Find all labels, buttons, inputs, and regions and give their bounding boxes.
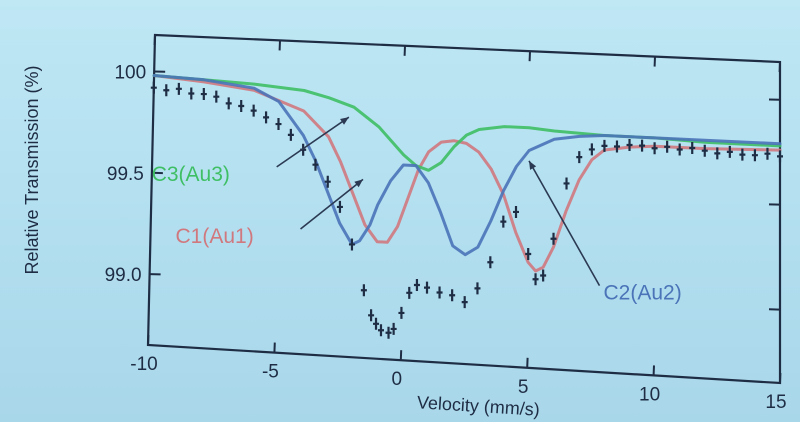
data-point (474, 282, 481, 295)
fit-curve-c3-au3 (152, 74, 782, 172)
data-point (651, 142, 658, 155)
data-point (532, 273, 539, 286)
annotation-c2-au2: C2(Au2) (603, 282, 681, 305)
data-point (550, 232, 557, 245)
data-point (777, 150, 783, 163)
data-point (576, 151, 583, 164)
plot-frame (146, 33, 782, 385)
data-point (200, 88, 207, 101)
data-point (385, 326, 392, 339)
data-point (563, 177, 570, 190)
data-point (287, 128, 294, 141)
data-point (175, 82, 182, 95)
data-point (726, 145, 733, 158)
data-point (764, 147, 771, 160)
x-tick-label: 15 (765, 392, 786, 413)
data-point (664, 140, 671, 153)
x-tick-label: -10 (130, 354, 157, 375)
data-point (751, 149, 758, 162)
data-point (449, 289, 456, 302)
data-point (676, 143, 683, 156)
data-point (150, 81, 157, 94)
data-point (487, 256, 494, 269)
fit-curve-c2-au2 (152, 74, 782, 257)
data-point (238, 99, 245, 112)
annotation-c3-au3: C3(Au3) (152, 163, 230, 186)
data-point (275, 118, 282, 131)
data-point (639, 139, 646, 152)
y-tick-label: 100 (114, 62, 146, 83)
x-tick-label: 5 (518, 377, 529, 398)
data-point (436, 286, 443, 299)
data-point (188, 87, 195, 100)
data-point (525, 247, 532, 260)
data-point (588, 143, 595, 156)
data-point (540, 269, 547, 282)
annotation-arrowhead (354, 179, 363, 188)
data-point (626, 138, 633, 151)
data-point (348, 238, 355, 251)
data-point (163, 84, 170, 97)
data-point (613, 140, 620, 153)
data-point (312, 158, 319, 171)
y-tick-label: 99.0 (105, 265, 142, 286)
data-point (413, 279, 420, 292)
y-tick-label: 99.5 (107, 164, 144, 185)
component-annotations: C3(Au3) C1(Au1) C2(Au2) (152, 116, 682, 305)
annotation-arrowhead (529, 160, 537, 170)
data-point (513, 205, 520, 218)
axis-tick-labels: -10 -5 0 5 10 15 99.0 99.5 100 (105, 62, 787, 413)
data-point (373, 317, 380, 330)
y-axis-title: Relative Transmission (%) (22, 65, 42, 274)
data-point (324, 175, 331, 188)
annotation-arrow (276, 116, 350, 168)
annotation-arrowhead (340, 117, 349, 125)
data-point (225, 97, 232, 110)
measured-data-points (150, 81, 783, 339)
data-point (213, 90, 220, 103)
annotation-c1-au1: C1(Au1) (176, 225, 254, 248)
data-point (406, 286, 413, 299)
x-tick-label: 10 (639, 384, 660, 405)
fit-curve-c1-au1 (152, 74, 782, 273)
data-point (739, 148, 746, 161)
data-point (601, 139, 608, 152)
data-point (461, 296, 468, 309)
data-point (360, 284, 367, 297)
data-point (263, 111, 270, 124)
data-point (714, 147, 721, 160)
data-point (368, 309, 375, 322)
data-point (701, 144, 708, 157)
annotation-arrow (528, 160, 601, 287)
annotation-arrow (300, 178, 364, 230)
data-point (424, 281, 431, 294)
data-point (500, 215, 507, 228)
data-point (390, 322, 397, 335)
x-tick-label: 0 (392, 369, 403, 390)
data-point (250, 104, 257, 117)
x-tick-label: -5 (262, 362, 279, 383)
data-point (689, 142, 696, 155)
data-point (336, 200, 343, 213)
data-point (398, 306, 405, 319)
fit-curves (152, 74, 782, 273)
data-point (377, 324, 384, 337)
